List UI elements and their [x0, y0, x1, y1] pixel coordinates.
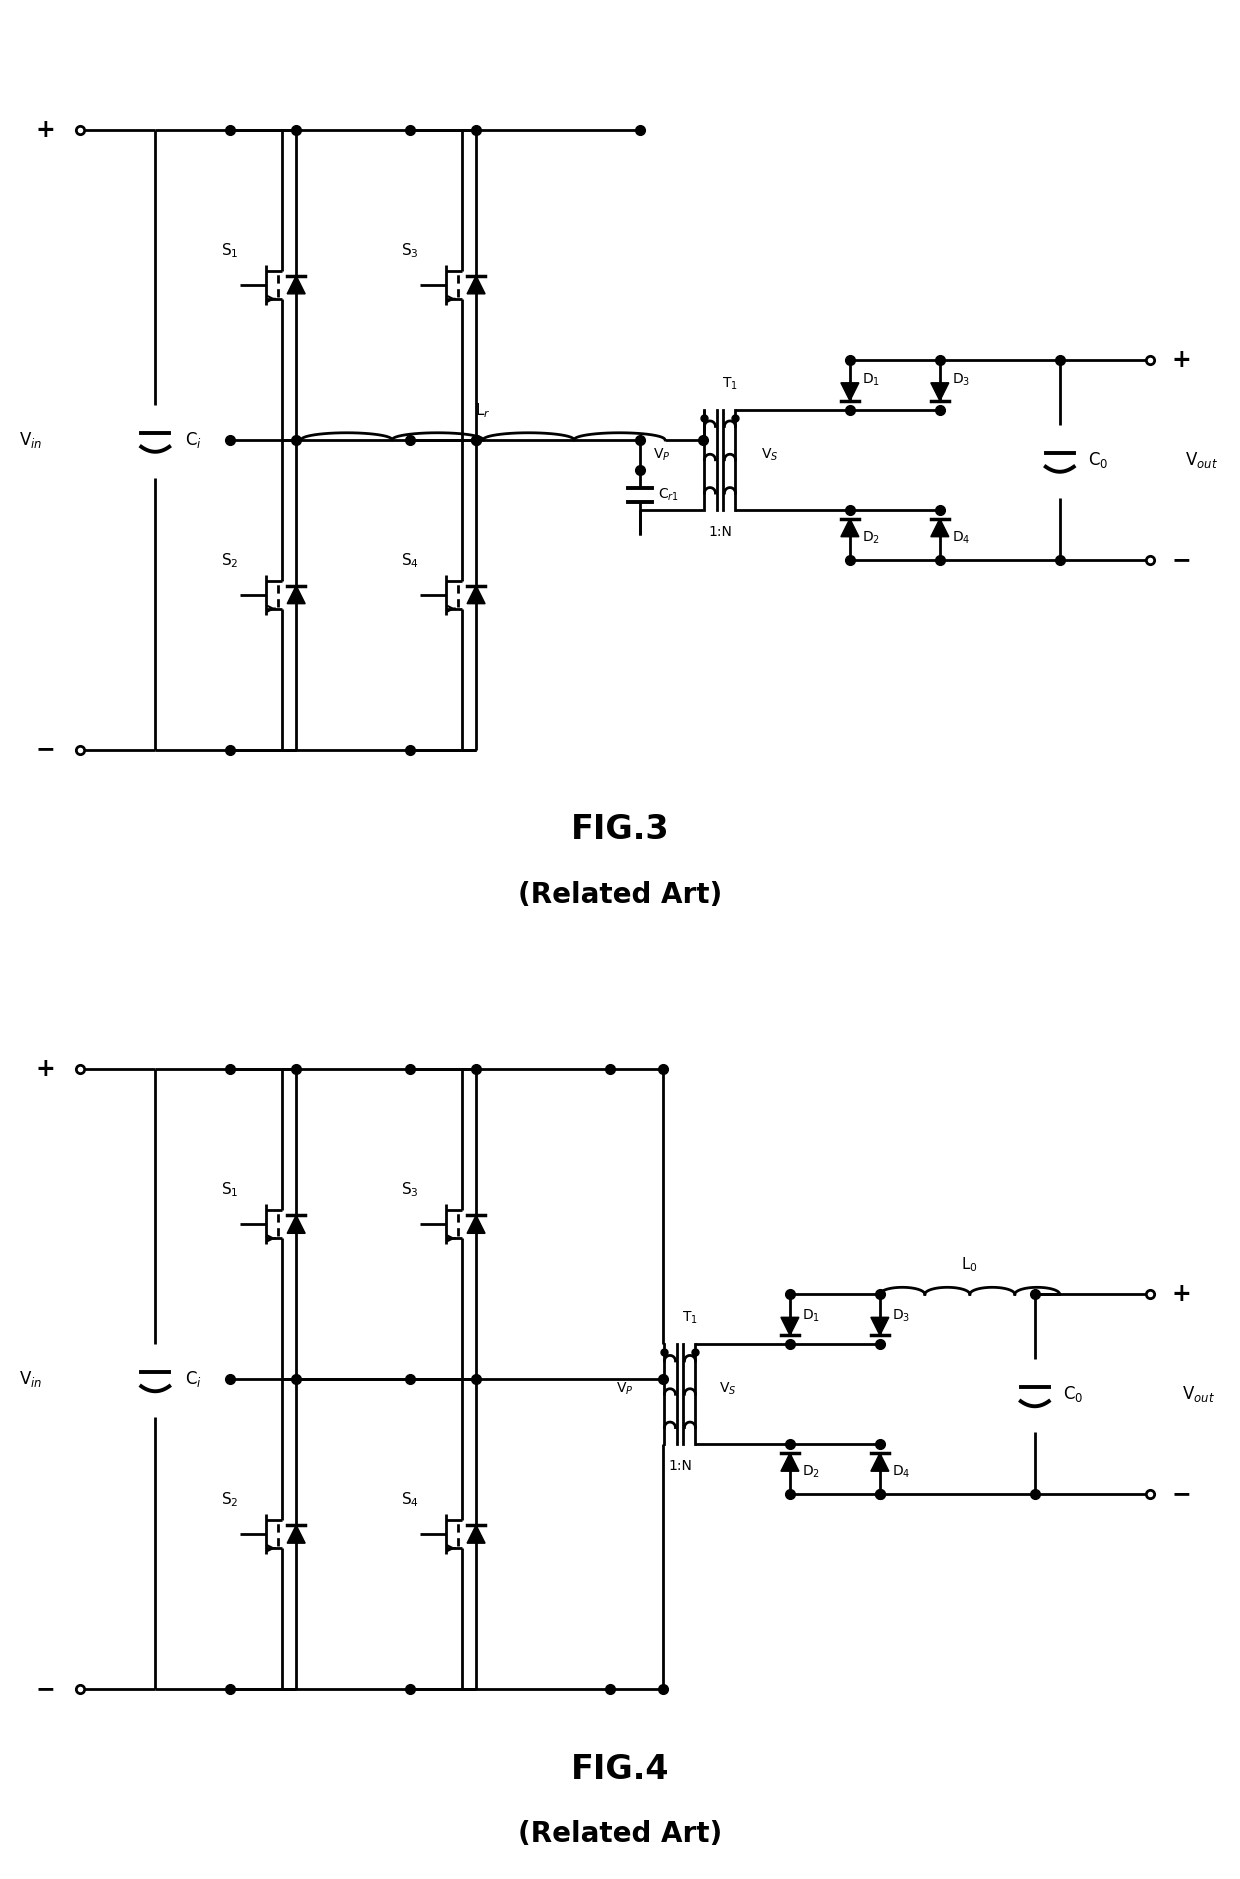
Text: V$_S$: V$_S$ — [719, 1381, 737, 1398]
Text: −: − — [36, 738, 56, 761]
Text: C$_0$: C$_0$ — [1087, 449, 1109, 470]
Text: V$_{out}$: V$_{out}$ — [1184, 449, 1218, 470]
Text: L$_0$: L$_0$ — [961, 1255, 978, 1274]
Text: D$_4$: D$_4$ — [892, 1464, 910, 1481]
Polygon shape — [467, 1526, 485, 1543]
Polygon shape — [288, 586, 305, 603]
Polygon shape — [781, 1452, 799, 1471]
Text: S$_2$: S$_2$ — [222, 551, 239, 569]
Text: (Related Art): (Related Art) — [518, 881, 722, 909]
Text: S$_3$: S$_3$ — [402, 1180, 419, 1199]
Text: FIG.4: FIG.4 — [570, 1753, 670, 1785]
Text: T$_1$: T$_1$ — [682, 1310, 698, 1327]
Polygon shape — [781, 1317, 799, 1336]
Text: −: − — [1172, 1483, 1192, 1507]
Text: D$_4$: D$_4$ — [952, 530, 970, 547]
Text: D$_1$: D$_1$ — [862, 372, 880, 387]
Text: V$_S$: V$_S$ — [761, 447, 779, 462]
Text: V$_P$: V$_P$ — [616, 1381, 634, 1398]
Text: V$_{in}$: V$_{in}$ — [19, 1370, 42, 1389]
Text: +: + — [36, 118, 56, 143]
Text: FIG.3: FIG.3 — [570, 814, 670, 846]
Text: D$_1$: D$_1$ — [802, 1308, 820, 1325]
Text: D$_3$: D$_3$ — [892, 1308, 910, 1325]
Text: 1:N: 1:N — [708, 524, 732, 539]
Text: S$_4$: S$_4$ — [401, 551, 419, 569]
Polygon shape — [870, 1452, 889, 1471]
Polygon shape — [288, 276, 305, 293]
Polygon shape — [841, 519, 859, 537]
Text: +: + — [1172, 348, 1192, 372]
Polygon shape — [870, 1317, 889, 1336]
Text: D$_2$: D$_2$ — [802, 1464, 820, 1481]
Text: C$_i$: C$_i$ — [185, 430, 202, 449]
Polygon shape — [841, 383, 859, 400]
Polygon shape — [467, 276, 485, 293]
Text: V$_{out}$: V$_{out}$ — [1182, 1385, 1215, 1404]
Text: 1:N: 1:N — [668, 1460, 692, 1473]
Text: C$_{r1}$: C$_{r1}$ — [658, 487, 680, 504]
Text: V$_{in}$: V$_{in}$ — [19, 430, 42, 449]
Text: D$_2$: D$_2$ — [862, 530, 880, 547]
Text: L$_r$: L$_r$ — [475, 400, 491, 419]
Text: +: + — [1172, 1281, 1192, 1306]
Polygon shape — [288, 1216, 305, 1233]
Text: S$_3$: S$_3$ — [402, 241, 419, 259]
Text: V$_P$: V$_P$ — [653, 447, 671, 462]
Text: S$_1$: S$_1$ — [222, 241, 239, 259]
Text: +: + — [36, 1058, 56, 1082]
Text: −: − — [36, 1678, 56, 1700]
Text: C$_i$: C$_i$ — [185, 1370, 202, 1389]
Polygon shape — [467, 586, 485, 603]
Text: C$_0$: C$_0$ — [1063, 1385, 1084, 1404]
Text: −: − — [1172, 547, 1192, 571]
Polygon shape — [288, 1526, 305, 1543]
Polygon shape — [467, 1216, 485, 1233]
Polygon shape — [931, 519, 949, 537]
Polygon shape — [931, 383, 949, 400]
Text: (Related Art): (Related Art) — [518, 1821, 722, 1849]
Text: T$_1$: T$_1$ — [722, 376, 738, 393]
Text: D$_3$: D$_3$ — [952, 372, 970, 387]
Text: S$_4$: S$_4$ — [401, 1490, 419, 1509]
Text: S$_2$: S$_2$ — [222, 1490, 239, 1509]
Text: S$_1$: S$_1$ — [222, 1180, 239, 1199]
